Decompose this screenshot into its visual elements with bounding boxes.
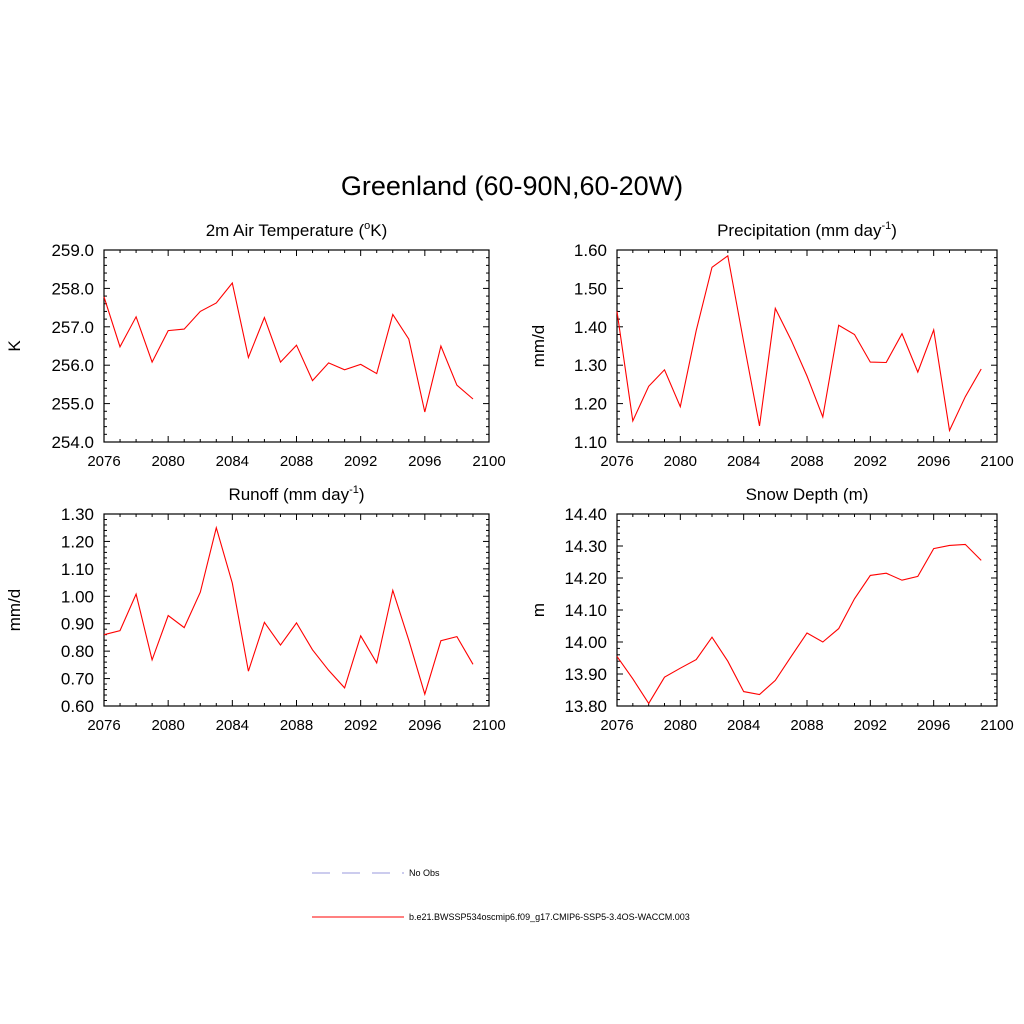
y-tick-label: 14.20 <box>564 569 607 588</box>
y-tick-label: 1.40 <box>574 318 607 337</box>
y-tick-label: 255.0 <box>51 395 94 414</box>
series-line <box>103 281 474 413</box>
y-tick-label: 256.0 <box>51 356 94 375</box>
y-axis-label: mm/d <box>529 325 548 368</box>
series-line <box>616 254 982 433</box>
panel-2: 2076 2080 2084 2088 2092 2096 2100 1.10 1.20 1.30… <box>529 220 1014 470</box>
series-line <box>103 525 474 697</box>
x-tick-label: 2092 <box>854 717 887 734</box>
x-tick-label: 2096 <box>917 453 950 470</box>
y-tick-label: 1.00 <box>61 587 94 606</box>
y-axis-label: m <box>529 603 548 617</box>
plot-frame <box>616 249 998 443</box>
panel-1: 2076 2080 2084 2088 2092 2096 2100 254.0 255.0 25… <box>5 220 506 470</box>
x-tick-label: 2100 <box>472 453 505 470</box>
y-tick-label: 0.80 <box>61 642 94 661</box>
plot-frame <box>103 513 490 707</box>
x-tick-label: 2100 <box>980 717 1013 734</box>
x-tick-label: 2080 <box>664 453 697 470</box>
y-tick-label: 259.0 <box>51 241 94 260</box>
x-tick-label: 2080 <box>664 717 697 734</box>
panel-title: Precipitation (mm day-1) <box>717 220 897 240</box>
y-tick-label: 14.00 <box>564 633 607 652</box>
y-tick-label: 1.60 <box>574 241 607 260</box>
y-tick-label: 1.30 <box>61 505 94 524</box>
legend-label-1: No Obs <box>409 868 440 878</box>
panel-title: Snow Depth (m) <box>746 485 869 504</box>
x-tick-label: 2100 <box>472 717 505 734</box>
x-tick-label: 2088 <box>280 453 313 470</box>
x-tick-label: 2080 <box>151 453 184 470</box>
x-tick-label: 2084 <box>216 453 249 470</box>
y-tick-label: 14.40 <box>564 505 607 524</box>
y-tick-label: 13.90 <box>564 665 607 684</box>
series-line <box>616 543 982 705</box>
x-tick-label: 2088 <box>790 717 823 734</box>
figure-title: Greenland (60-90N,60-20W) <box>340 171 684 201</box>
x-tick-label: 2080 <box>151 717 184 734</box>
panel-4: 2076 2080 2084 2088 2092 2096 2100 13.80 13.90 14… <box>529 485 1014 734</box>
x-tick-label: 2076 <box>87 717 120 734</box>
x-tick-label: 2088 <box>280 717 313 734</box>
x-tick-label: 2092 <box>344 717 377 734</box>
x-tick-label: 2084 <box>727 717 760 734</box>
legend-label-2: b.e21.BWSSP534oscmip6.f09_g17.CMIP6-SSP5… <box>409 912 690 922</box>
y-tick-label: 0.60 <box>61 697 94 716</box>
y-tick-label: 254.0 <box>51 433 94 452</box>
y-tick-label: 257.0 <box>51 318 94 337</box>
y-tick-label: 1.20 <box>574 395 607 414</box>
y-tick-label: 14.10 <box>564 601 607 620</box>
plot-frame <box>616 513 998 707</box>
x-tick-label: 2084 <box>727 453 760 470</box>
y-tick-label: 1.20 <box>61 532 94 551</box>
x-tick-label: 2092 <box>854 453 887 470</box>
y-tick-label: 1.10 <box>574 433 607 452</box>
x-tick-label: 2096 <box>408 453 441 470</box>
x-tick-label: 2092 <box>344 453 377 470</box>
panel-title: Runoff (mm day-1) <box>228 484 364 504</box>
y-tick-label: 1.50 <box>574 279 607 298</box>
x-tick-label: 2096 <box>917 717 950 734</box>
y-tick-label: 0.70 <box>61 670 94 689</box>
panel-3: 2076 2080 2084 2088 2092 2096 2100 0.60 0.70 0.80… <box>5 484 506 734</box>
y-tick-label: 0.90 <box>61 615 94 634</box>
y-tick-label: 258.0 <box>51 279 94 298</box>
y-tick-label: 1.10 <box>61 560 94 579</box>
x-tick-label: 2084 <box>216 717 249 734</box>
y-tick-label: 1.30 <box>574 356 607 375</box>
y-axis-label: mm/d <box>5 589 24 632</box>
y-axis-label: K <box>5 340 24 352</box>
y-tick-label: 13.80 <box>564 697 607 716</box>
x-tick-label: 2096 <box>408 717 441 734</box>
x-tick-label: 2100 <box>980 453 1013 470</box>
y-tick-label: 14.30 <box>564 537 607 556</box>
x-tick-label: 2076 <box>600 717 633 734</box>
x-tick-label: 2076 <box>600 453 633 470</box>
x-tick-label: 2076 <box>87 453 120 470</box>
panel-title: 2m Air Temperature (oK) <box>206 220 388 240</box>
x-tick-label: 2088 <box>790 453 823 470</box>
